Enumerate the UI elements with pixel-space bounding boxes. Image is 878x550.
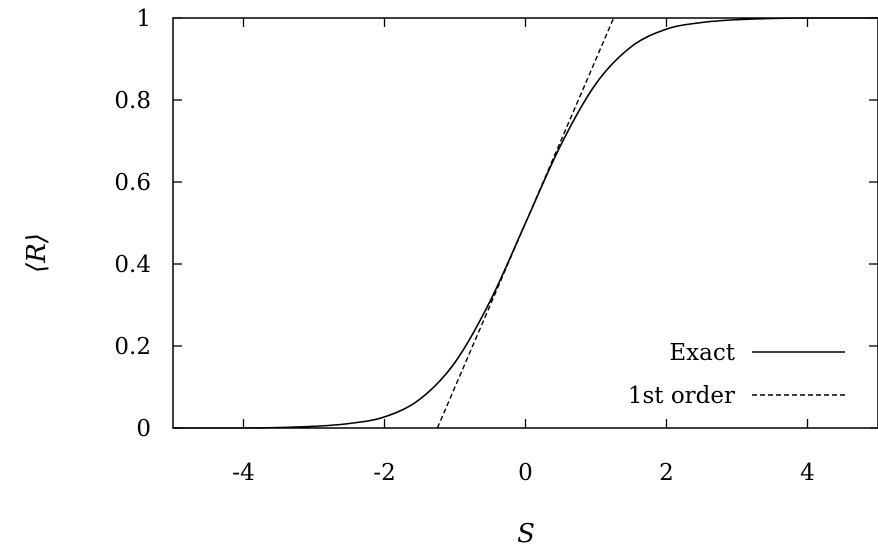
x-tick-label: 4 — [800, 460, 815, 486]
y-tick-label: 0.2 — [114, 334, 151, 360]
series-line-exact — [173, 17, 878, 429]
legend-label-1st-order: 1st order — [628, 383, 735, 409]
x-tick-label: -2 — [373, 460, 395, 486]
x-tick-label: -4 — [232, 460, 254, 486]
x-tick-label: 2 — [659, 460, 674, 486]
series-line-1st-order — [436, 17, 615, 429]
y-axis-label: ⟨R⟩ — [22, 233, 52, 273]
legend-label-exact: Exact — [669, 340, 735, 366]
series-layer — [173, 17, 878, 429]
x-axis: -4 -2 0 2 4 — [232, 18, 815, 486]
y-axis: 0 0.2 0.4 0.6 0.8 1 — [114, 6, 878, 442]
x-axis-label: S — [517, 519, 535, 549]
y-tick-label: 0.6 — [114, 170, 151, 196]
y-tick-label: 1 — [136, 6, 151, 32]
legend: Exact 1st order — [628, 340, 845, 409]
y-tick-label: 0 — [136, 416, 151, 442]
x-tick-label: 0 — [518, 460, 533, 486]
y-tick-label: 0.4 — [114, 252, 151, 278]
y-tick-label: 0.8 — [114, 88, 151, 114]
